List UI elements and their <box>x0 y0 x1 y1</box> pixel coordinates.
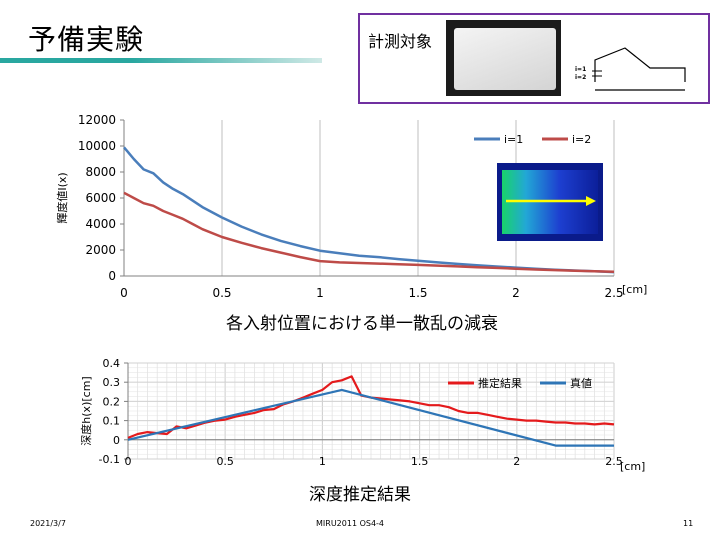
y-axis-label: 輝度値I(x) <box>55 172 69 223</box>
page-number: 11 <box>683 519 694 528</box>
y-tick-label: 2000 <box>85 243 116 257</box>
y-tick-label: 12000 <box>78 113 116 127</box>
photo-mark-i1: i=1 <box>575 66 587 73</box>
x-tick-label: 1 <box>316 286 324 300</box>
series-line-1 <box>123 191 615 273</box>
y-tick-label: 0 <box>113 434 120 447</box>
x-tick-label: 2 <box>513 455 520 468</box>
y-tick-label: 4000 <box>85 217 116 231</box>
x-tick-label: 1.5 <box>411 455 429 468</box>
block-profile-diagram <box>592 47 686 91</box>
y-axis-label: 深度h(x)[cm] <box>79 376 93 445</box>
x-tick-label: 0 <box>120 286 128 300</box>
footer-date: 2021/3/7 <box>30 519 66 528</box>
x-tick-label: 1.5 <box>408 286 427 300</box>
y-tick-label: 10000 <box>78 139 116 153</box>
measurement-target-label: 計測対象 <box>368 32 433 51</box>
series-line-0 <box>127 375 615 439</box>
y-tick-label: 0 <box>108 269 116 283</box>
title-accent-gradient <box>132 58 322 63</box>
x-unit-label: [cm] <box>622 283 647 296</box>
x-tick-label: 2.5 <box>604 286 623 300</box>
chart-attenuation: 0 2000 4000 6000 8000 10000 12000 0 0.5 1 1.5 2 2.5[… <box>55 113 647 334</box>
y-tick-label: -0.1 <box>99 453 120 466</box>
y-tick-label: 6000 <box>85 191 116 205</box>
x-tick-label: 1 <box>319 455 326 468</box>
inset-heatmap <box>497 163 603 241</box>
legend-label-1: 真値 <box>570 376 592 390</box>
y-tick-label: 0.1 <box>103 415 121 428</box>
x-tick-label: 0.5 <box>212 286 231 300</box>
chart-title: 深度推定結果 <box>309 485 411 505</box>
inset-arrow-head <box>586 196 596 206</box>
legend-label-1: i=2 <box>572 133 591 146</box>
x-unit-label: [cm] <box>620 460 645 473</box>
y-tick-label: 0.4 <box>103 357 121 370</box>
y-tick-label: 0.3 <box>103 376 121 389</box>
x-tick-label: 2.5 <box>605 455 623 468</box>
x-tick-label: 0 <box>125 455 132 468</box>
legend-label-0: 推定結果 <box>478 376 522 390</box>
profile-outline <box>594 47 686 82</box>
photo-mark-i2: i=2 <box>575 74 587 81</box>
series-line-1 <box>127 388 614 447</box>
slide-title: 予備実験 <box>28 23 145 56</box>
measurement-target-box <box>358 13 710 104</box>
legend-label-0: i=1 <box>504 133 523 146</box>
chart-title: 各入射位置における単一散乱の減衰 <box>226 314 498 334</box>
y-tick-label: 8000 <box>85 165 116 179</box>
x-tick-label: 0.5 <box>216 455 234 468</box>
y-tick-label: 0.2 <box>103 395 121 408</box>
footer-center: MIRU2011 OS4-4 <box>316 519 385 528</box>
x-tick-label: 2 <box>512 286 520 300</box>
title-accent-bar <box>0 58 132 63</box>
sample-block-image <box>454 28 556 90</box>
